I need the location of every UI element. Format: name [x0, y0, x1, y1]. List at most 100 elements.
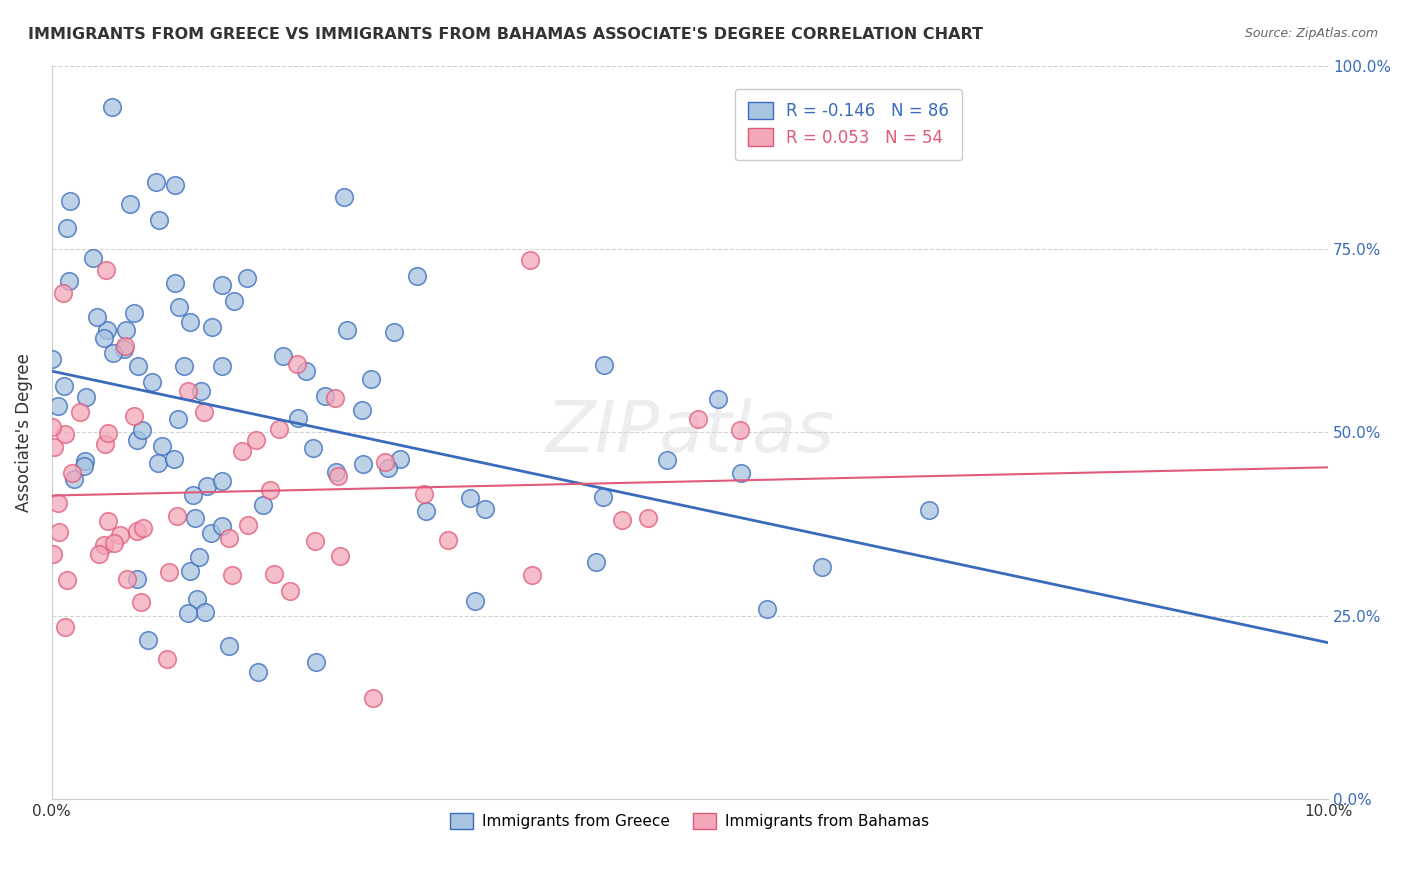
Point	[302, 441, 325, 455]
Point	[93, 331, 115, 345]
Point	[193, 405, 215, 419]
Text: ZIPatlas: ZIPatlas	[546, 398, 834, 467]
Point	[352, 457, 374, 471]
Point	[637, 511, 659, 525]
Point	[115, 573, 138, 587]
Point	[195, 479, 218, 493]
Point	[163, 452, 186, 467]
Point	[218, 639, 240, 653]
Point	[122, 306, 145, 320]
Point	[211, 475, 233, 489]
Point	[361, 690, 384, 705]
Point	[520, 567, 543, 582]
Point	[332, 190, 354, 204]
Point	[236, 271, 259, 285]
Point	[112, 342, 135, 356]
Point	[82, 251, 104, 265]
Point	[41, 419, 63, 434]
Point	[610, 513, 633, 527]
Point	[53, 427, 76, 442]
Point	[94, 437, 117, 451]
Point	[129, 594, 152, 608]
Point	[166, 411, 188, 425]
Point	[115, 322, 138, 336]
Point	[352, 403, 374, 417]
Point	[269, 422, 291, 436]
Legend: Immigrants from Greece, Immigrants from Bahamas: Immigrants from Greece, Immigrants from …	[444, 807, 935, 835]
Point	[218, 531, 240, 545]
Point	[157, 565, 180, 579]
Point	[156, 652, 179, 666]
Text: IMMIGRANTS FROM GREECE VS IMMIGRANTS FROM BAHAMAS ASSOCIATE'S DEGREE CORRELATION: IMMIGRANTS FROM GREECE VS IMMIGRANTS FRO…	[28, 27, 983, 42]
Point	[304, 534, 326, 549]
Point	[169, 300, 191, 314]
Point	[177, 606, 200, 620]
Point	[186, 592, 208, 607]
Point	[73, 459, 96, 474]
Point	[69, 405, 91, 419]
Point	[177, 384, 200, 398]
Point	[326, 469, 349, 483]
Point	[200, 319, 222, 334]
Point	[46, 496, 69, 510]
Point	[190, 384, 212, 398]
Point	[287, 411, 309, 425]
Point	[41, 351, 63, 366]
Point	[245, 434, 267, 448]
Point	[183, 511, 205, 525]
Point	[593, 358, 616, 372]
Point	[194, 605, 217, 619]
Point	[263, 566, 285, 581]
Point	[224, 293, 246, 308]
Point	[141, 375, 163, 389]
Point	[53, 378, 76, 392]
Point	[75, 391, 97, 405]
Point	[755, 602, 778, 616]
Point	[125, 524, 148, 538]
Point	[181, 488, 204, 502]
Point	[46, 400, 69, 414]
Point	[252, 498, 274, 512]
Point	[56, 221, 79, 235]
Point	[360, 372, 382, 386]
Point	[94, 262, 117, 277]
Point	[60, 467, 83, 481]
Point	[97, 514, 120, 528]
Point	[97, 426, 120, 441]
Point	[145, 175, 167, 189]
Point	[585, 555, 607, 569]
Point	[114, 339, 136, 353]
Point	[42, 547, 65, 561]
Point	[382, 325, 405, 339]
Point	[259, 483, 281, 497]
Y-axis label: Associate's Degree: Associate's Degree	[15, 352, 32, 512]
Point	[686, 412, 709, 426]
Point	[127, 359, 149, 373]
Point	[464, 594, 486, 608]
Point	[730, 467, 752, 481]
Point	[108, 528, 131, 542]
Point	[707, 392, 730, 406]
Point	[173, 359, 195, 373]
Point	[377, 460, 399, 475]
Point	[148, 213, 170, 227]
Point	[285, 357, 308, 371]
Point	[221, 567, 243, 582]
Point	[187, 550, 209, 565]
Point	[93, 538, 115, 552]
Point	[592, 490, 614, 504]
Point	[406, 268, 429, 283]
Point	[810, 560, 832, 574]
Point	[146, 456, 169, 470]
Point	[179, 564, 201, 578]
Point	[200, 525, 222, 540]
Point	[437, 533, 460, 547]
Point	[179, 315, 201, 329]
Point	[336, 323, 359, 337]
Point	[655, 453, 678, 467]
Point	[150, 439, 173, 453]
Point	[238, 518, 260, 533]
Point	[163, 178, 186, 192]
Point	[413, 486, 436, 500]
Point	[59, 194, 82, 209]
